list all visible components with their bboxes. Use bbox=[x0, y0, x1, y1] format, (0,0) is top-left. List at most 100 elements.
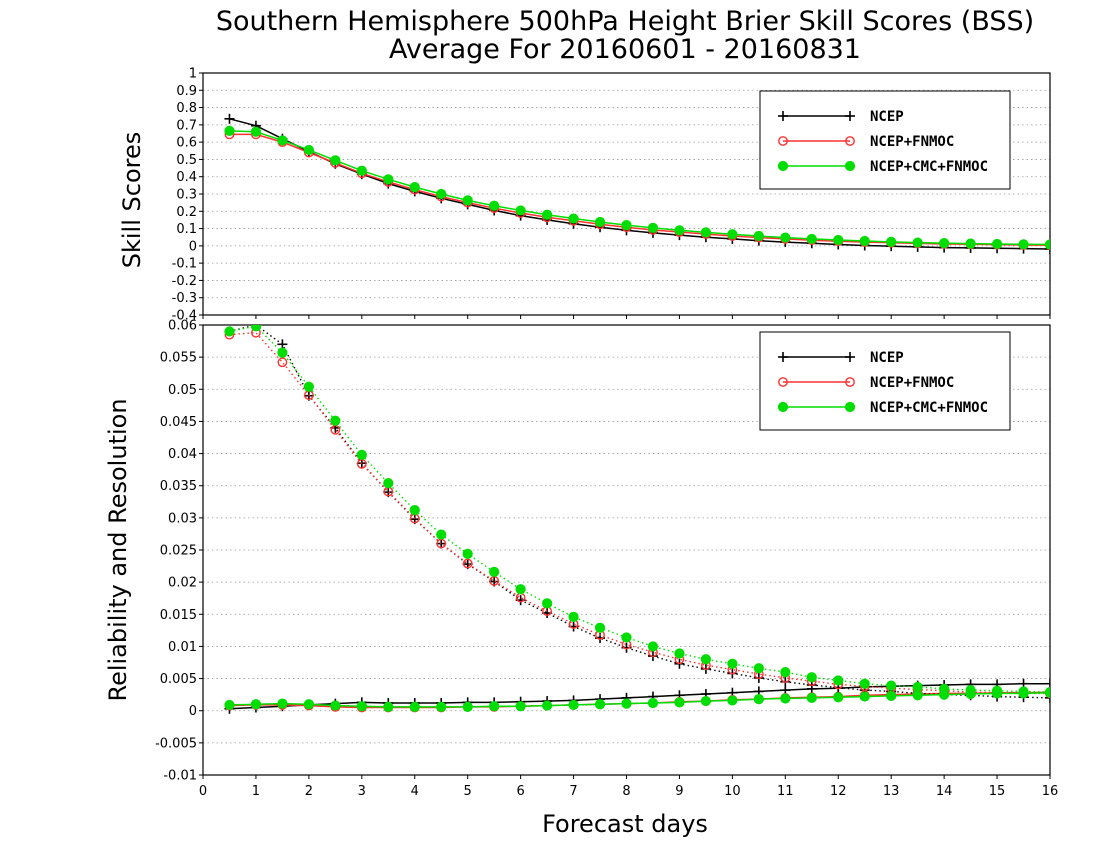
data-point bbox=[647, 641, 659, 652]
data-point bbox=[886, 236, 897, 247]
data-point bbox=[436, 529, 447, 540]
data-point bbox=[250, 325, 262, 332]
y-tick-label: 0.05 bbox=[168, 383, 197, 398]
data-point bbox=[833, 675, 844, 686]
legend-marker bbox=[778, 352, 788, 362]
data-point bbox=[568, 699, 579, 711]
y-tick-label: 0.06 bbox=[168, 319, 197, 334]
data-point bbox=[250, 699, 262, 710]
legend-label: NCEP+FNMOC bbox=[870, 134, 954, 150]
y-tick-label: -0.01 bbox=[163, 769, 197, 784]
data-point bbox=[674, 697, 685, 708]
y-tick-label: 0 bbox=[189, 239, 197, 254]
y-tick-label: -0.005 bbox=[155, 736, 197, 751]
x-tick-label: 0 bbox=[199, 784, 207, 799]
data-point bbox=[436, 538, 447, 549]
x-tick-label: 15 bbox=[989, 784, 1006, 799]
data-point bbox=[912, 237, 923, 248]
legend-box bbox=[759, 90, 1011, 190]
x-tick-label: 14 bbox=[936, 784, 953, 799]
y-tick-label: 1 bbox=[189, 67, 197, 82]
y-tick-label: 0.02 bbox=[168, 576, 197, 591]
x-tick-label: 9 bbox=[675, 784, 683, 799]
data-point bbox=[886, 680, 897, 691]
y-axis-label-top: Skill Scores bbox=[118, 132, 146, 269]
legend-marker bbox=[845, 136, 855, 146]
x-tick-label: 12 bbox=[830, 784, 847, 799]
data-point bbox=[621, 632, 632, 643]
data-point bbox=[621, 220, 632, 231]
data-point bbox=[224, 699, 235, 711]
data-point bbox=[462, 558, 473, 569]
y-tick-label: 0.3 bbox=[176, 188, 197, 203]
data-point bbox=[436, 701, 447, 712]
data-point bbox=[303, 381, 314, 392]
chart-title: Southern Hemisphere 500hPa Height Brier … bbox=[216, 6, 1034, 37]
data-point bbox=[303, 144, 314, 156]
legend-marker bbox=[844, 401, 856, 413]
data-point bbox=[780, 232, 791, 243]
legend-marker bbox=[844, 160, 856, 172]
data-point bbox=[277, 357, 288, 368]
data-point bbox=[647, 697, 659, 709]
y-tick-label: -0.2 bbox=[172, 274, 197, 289]
data-point bbox=[383, 174, 394, 185]
data-point bbox=[436, 188, 447, 200]
legend: NCEP NCEP+FNMOC NCEP+CMC+FNMOC bbox=[759, 331, 1011, 431]
y-tick-label: 0.055 bbox=[160, 351, 197, 366]
legend-marker bbox=[845, 352, 855, 362]
y-tick-label: 0.005 bbox=[160, 672, 197, 687]
data-point bbox=[383, 701, 394, 712]
x-axis-label: Forecast days bbox=[542, 810, 708, 838]
data-point bbox=[912, 681, 923, 693]
legend-label: NCEP+FNMOC bbox=[870, 375, 954, 391]
data-point bbox=[330, 155, 341, 166]
legend-marker bbox=[778, 377, 788, 387]
data-point bbox=[515, 584, 526, 595]
data-point bbox=[277, 347, 288, 358]
data-point bbox=[912, 690, 923, 701]
skill-scores-panel: -0.4 -0.3 -0.2 -0.1 0 0.1 0.2 0.3 0.4 0.5 0.6 0.7 0.… bbox=[172, 67, 1051, 324]
data-point bbox=[594, 699, 606, 710]
data-point bbox=[541, 598, 553, 609]
data-point bbox=[356, 449, 367, 460]
y-tick-label: 0.8 bbox=[176, 101, 197, 116]
y-tick-label: -0.3 bbox=[172, 291, 197, 306]
x-tick-label: 6 bbox=[516, 784, 524, 799]
y-tick-label: 0.2 bbox=[176, 205, 197, 220]
data-point bbox=[753, 230, 764, 242]
legend-label: NCEP+CMC+FNMOC bbox=[870, 400, 988, 416]
data-point bbox=[674, 225, 685, 236]
y-axis-label-bottom: Reliability and Resolution bbox=[104, 398, 132, 701]
data-point bbox=[647, 222, 659, 233]
data-point bbox=[780, 667, 791, 678]
y-tick-label: -0.1 bbox=[172, 257, 197, 272]
data-point bbox=[965, 685, 976, 696]
legend: NCEP NCEP+FNMOC NCEP+CMC+FNMOC bbox=[759, 90, 1011, 190]
data-point bbox=[330, 700, 341, 711]
data-point bbox=[1018, 239, 1029, 250]
y-tick-label: 0.045 bbox=[160, 415, 197, 430]
data-point bbox=[489, 701, 500, 712]
data-point bbox=[727, 229, 738, 240]
data-point bbox=[409, 701, 420, 712]
x-tick-label: 1 bbox=[252, 784, 260, 799]
data-point bbox=[594, 622, 606, 633]
data-point bbox=[356, 701, 367, 712]
y-tick-label: 0.03 bbox=[168, 511, 197, 526]
data-point bbox=[991, 685, 1003, 696]
y-tick-label: 0.7 bbox=[176, 118, 197, 133]
y-tick-label: 0 bbox=[189, 704, 197, 719]
data-point bbox=[224, 326, 235, 337]
legend-marker bbox=[845, 111, 855, 121]
data-point bbox=[806, 233, 817, 245]
series-group bbox=[224, 113, 1050, 254]
data-point bbox=[859, 678, 870, 689]
reliability-resolution-panel: -0.01 -0.005 0 0.005 0.01 0.015 0.02 0.025 0.03 0… bbox=[155, 319, 1058, 800]
data-point bbox=[330, 415, 341, 426]
data-point bbox=[1044, 239, 1050, 250]
legend-box bbox=[759, 331, 1011, 431]
data-point bbox=[700, 695, 712, 707]
data-point bbox=[224, 113, 235, 124]
